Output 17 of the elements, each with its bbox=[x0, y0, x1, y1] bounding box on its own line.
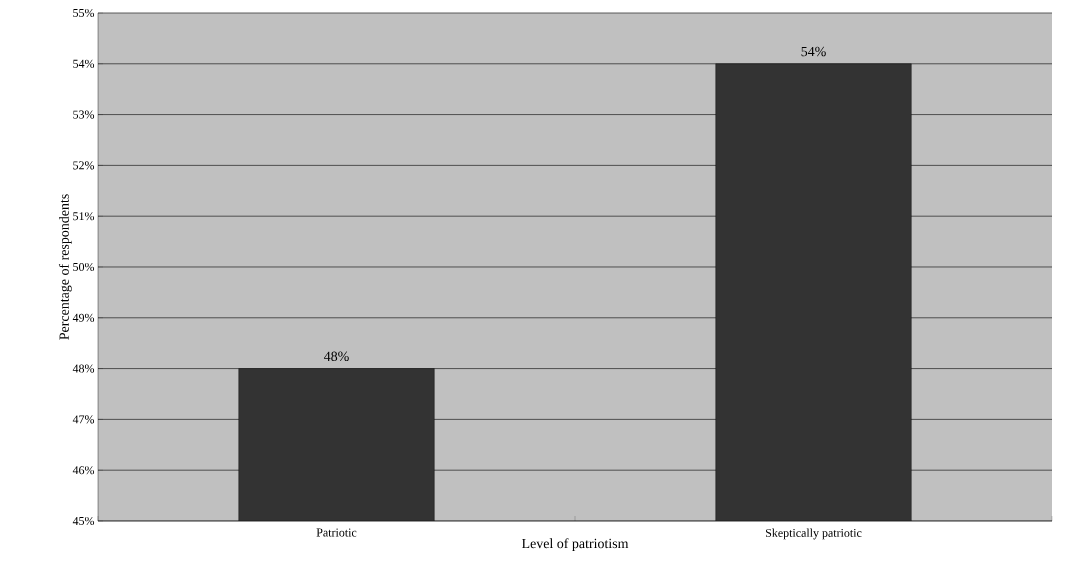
y-axis-title: Percentage of respondents bbox=[58, 194, 72, 340]
data-label: 48% bbox=[323, 351, 349, 362]
y-tick-label: 49% bbox=[72, 313, 95, 322]
x-axis-title: Level of patriotism bbox=[521, 538, 629, 552]
y-tick-label: 54% bbox=[73, 59, 95, 68]
y-tick-label: 55% bbox=[73, 8, 95, 18]
data-label: 54% bbox=[801, 46, 826, 57]
y-tick-label: 53% bbox=[73, 110, 95, 119]
x-tick-label: Patriotic bbox=[316, 528, 357, 537]
x-tick-label: Skeptically patriotic bbox=[766, 528, 862, 540]
y-tick-label: 45% bbox=[72, 516, 95, 526]
y-tick-label: 46% bbox=[72, 466, 95, 475]
y-tick-label: 47% bbox=[72, 415, 95, 424]
y-tick-label: 48% bbox=[72, 364, 95, 373]
y-tick-label: 52% bbox=[73, 161, 95, 170]
y-tick-label: 50% bbox=[73, 262, 95, 272]
y-tick-label: 51% bbox=[73, 212, 95, 221]
